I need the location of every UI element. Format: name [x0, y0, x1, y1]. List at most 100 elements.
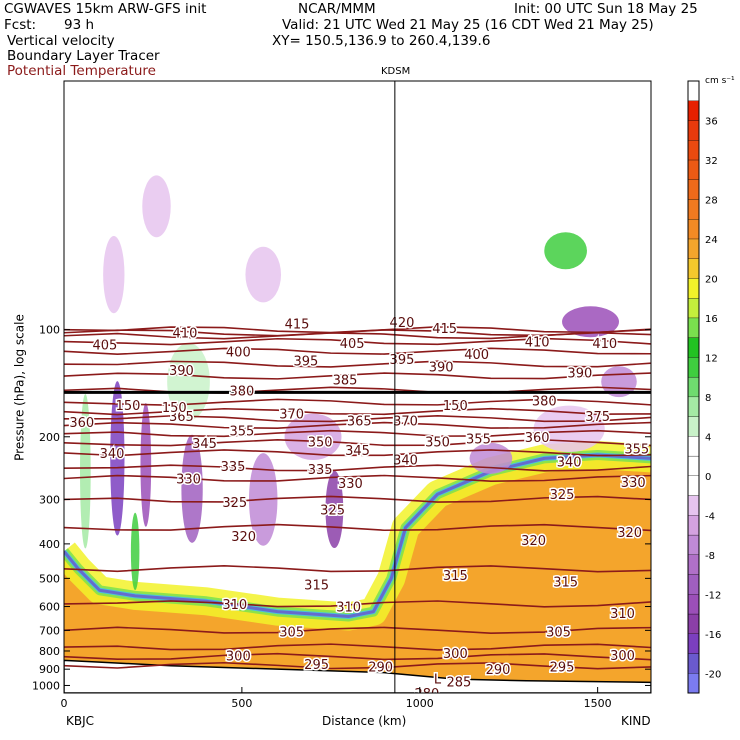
- field-vertical-velocity: Vertical velocity: [7, 33, 115, 49]
- theta-label: 390: [429, 361, 454, 376]
- colorbar-tick-label: 28: [705, 195, 718, 206]
- theta-label: 395: [390, 353, 415, 368]
- theta-label: 320: [617, 526, 642, 541]
- y-tick-label: 300: [39, 493, 60, 506]
- theta-label: 410: [592, 337, 617, 352]
- theta-label: 405: [92, 338, 117, 353]
- colorbar-tick-label: -20: [705, 669, 721, 680]
- theta-contour: [64, 565, 651, 573]
- colorbar-segment: [687, 278, 700, 299]
- theta-label: 320: [521, 534, 546, 549]
- theta-label: 315: [553, 575, 578, 590]
- theta-label: 295: [550, 661, 575, 676]
- colorbar-tick-label: -16: [705, 630, 721, 641]
- theta-label: 355: [229, 424, 254, 439]
- x-tick-label: 500: [231, 697, 252, 710]
- plot-frame: [63, 80, 652, 694]
- theta-label: 385: [333, 373, 358, 388]
- theta-label: 335: [221, 460, 246, 475]
- theta-label: 350: [425, 435, 450, 450]
- theta-contour: [64, 429, 651, 438]
- theta-contour: [64, 449, 651, 457]
- theta-label: 330: [338, 477, 363, 492]
- theta-contour: [64, 464, 651, 472]
- theta-label: 300: [610, 649, 635, 664]
- vertical-velocity-blob: [110, 381, 125, 536]
- vertical-velocity-blob: [325, 470, 344, 549]
- colorbar-segment: [687, 238, 700, 259]
- theta-label: 295: [304, 658, 329, 673]
- colorbar-segment: [687, 396, 700, 417]
- x-axis-label: Distance (km): [322, 714, 407, 728]
- colorbar-segment: [687, 633, 700, 654]
- theta-label: 410: [525, 336, 550, 351]
- init-time: Init: 00 UTC Sun 18 May 25: [514, 1, 698, 17]
- theta-label: 325: [222, 496, 247, 511]
- theta-contour: [64, 661, 651, 670]
- colorbar-segment: [687, 258, 700, 279]
- theta-label: L: [434, 672, 442, 687]
- theta-label: 375: [585, 410, 610, 425]
- theta-label: 345: [192, 437, 217, 452]
- terrain: [64, 659, 651, 693]
- theta-contour: [64, 421, 651, 430]
- theta-label: 335: [308, 463, 333, 478]
- colorbar-segment: [687, 199, 700, 220]
- theta-label: 345: [345, 444, 370, 459]
- theta-label: 355: [466, 432, 491, 447]
- chart-title: CGWAVES 15km ARW-GFS init: [4, 1, 207, 17]
- colorbar-segment: [687, 179, 700, 200]
- forecast-hour-value: 93 h: [64, 17, 95, 33]
- colorbar-tick-label: 32: [705, 156, 718, 167]
- theta-label: 305: [546, 625, 571, 640]
- theta-contour: [64, 398, 651, 406]
- x-tick-label: 1500: [584, 697, 612, 710]
- theta-label: 370: [279, 407, 304, 422]
- xy-cross-section: XY= 150.5,136.9 to 260.4,139.6: [272, 33, 491, 49]
- y-tick-label: 800: [39, 645, 60, 658]
- colorbar-segment: [687, 673, 700, 694]
- theta-label: 365: [347, 415, 372, 430]
- colorbar-tick-label: 24: [705, 235, 718, 246]
- theta-label: 365: [169, 410, 194, 425]
- theta-label: 390: [567, 367, 592, 382]
- colorbar-segment: [687, 613, 700, 634]
- colorbar-segment: [687, 515, 700, 536]
- colorbar-segment: [687, 357, 700, 378]
- theta-contour: [64, 600, 651, 608]
- theta-label: 350: [308, 435, 333, 450]
- theta-contour: [64, 347, 651, 356]
- theta-label: 315: [304, 578, 329, 593]
- y-tick-label: 200: [39, 431, 60, 444]
- forecast-hour-label: Fcst:: [4, 17, 37, 33]
- theta-label: 360: [69, 416, 94, 431]
- colorbar-segment: [687, 298, 700, 319]
- theta-contour: [64, 652, 651, 661]
- theta-label: 290: [368, 661, 393, 676]
- y-tick-label: 500: [39, 572, 60, 585]
- theta-label: 305: [279, 625, 304, 640]
- theta-label: 325: [320, 503, 345, 518]
- colorbar-tick-label: 4: [705, 432, 711, 443]
- colorbar-segment: [687, 120, 700, 141]
- y-tick-label: 700: [39, 624, 60, 637]
- theta-label: 360: [525, 431, 550, 446]
- colorbar-segment: [687, 416, 700, 437]
- vertical-velocity-blob: [562, 306, 619, 338]
- marker-station-label: KDSM: [381, 66, 411, 77]
- vertical-velocity-blob: [103, 235, 125, 314]
- theta-label: 285: [446, 676, 471, 691]
- valid-time: Valid: 21 UTC Wed 21 May 25 (16 CDT Wed …: [282, 17, 654, 33]
- theta-contour: [64, 331, 651, 340]
- theta-label: 355: [624, 443, 649, 458]
- colorbar-segment: [687, 534, 700, 555]
- theta-contour: [64, 523, 651, 532]
- y-tick-label: 600: [39, 601, 60, 614]
- colorbar-segment: [687, 376, 700, 398]
- right-endpoint-label: KIND: [621, 714, 651, 728]
- theta-label: 340: [393, 454, 418, 469]
- colorbar-segment: [687, 475, 700, 496]
- colorbar-units: cm s⁻¹: [705, 76, 735, 86]
- theta-contour: [64, 626, 651, 634]
